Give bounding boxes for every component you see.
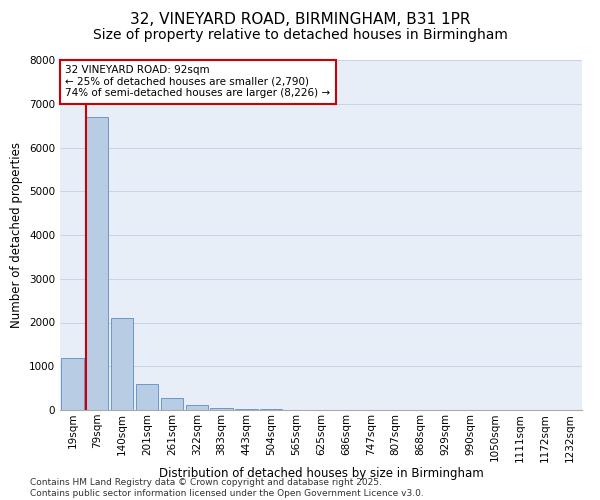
Bar [136, 384, 158, 410]
Text: 32, VINEYARD ROAD, BIRMINGHAM, B31 1PR: 32, VINEYARD ROAD, BIRMINGHAM, B31 1PR [130, 12, 470, 28]
Y-axis label: Number of detached properties: Number of detached properties [10, 142, 23, 328]
Bar [86, 117, 109, 410]
X-axis label: Distribution of detached houses by size in Birmingham: Distribution of detached houses by size … [158, 467, 484, 480]
Bar [185, 405, 208, 410]
Bar [61, 358, 83, 410]
Bar [211, 408, 233, 410]
Bar [111, 318, 133, 410]
Text: Size of property relative to detached houses in Birmingham: Size of property relative to detached ho… [92, 28, 508, 42]
Bar [235, 408, 257, 410]
Bar [161, 398, 183, 410]
Text: 32 VINEYARD ROAD: 92sqm
← 25% of detached houses are smaller (2,790)
74% of semi: 32 VINEYARD ROAD: 92sqm ← 25% of detache… [65, 66, 331, 98]
Text: Contains HM Land Registry data © Crown copyright and database right 2025.
Contai: Contains HM Land Registry data © Crown c… [30, 478, 424, 498]
